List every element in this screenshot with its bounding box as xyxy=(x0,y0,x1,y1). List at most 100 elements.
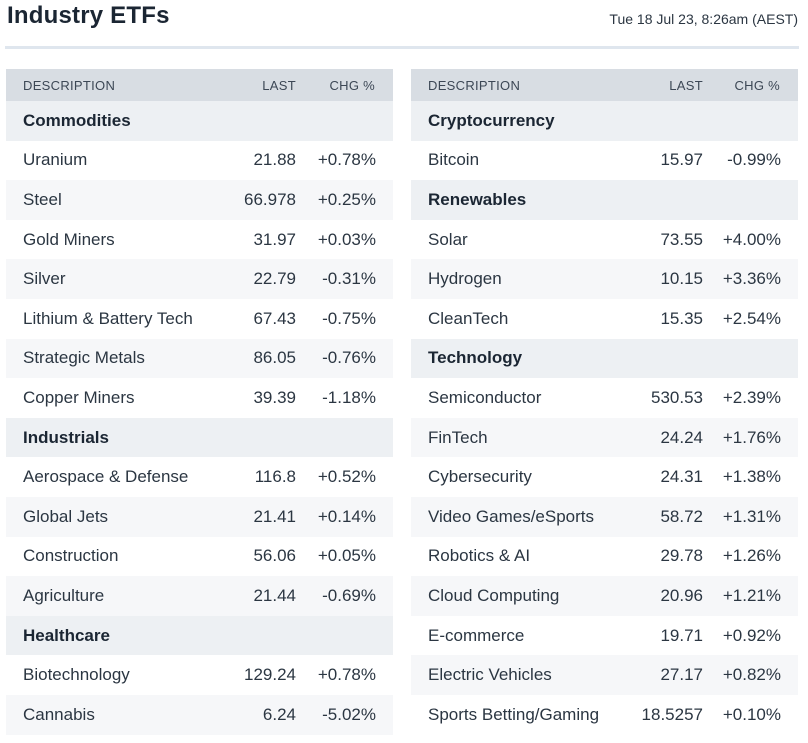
column-header-last[interactable]: LAST xyxy=(221,69,296,101)
column-header-last[interactable]: LAST xyxy=(628,69,703,101)
change-percent: -0.76% xyxy=(296,338,393,379)
last-price: 21.44 xyxy=(221,576,296,616)
section-row: Healthcare xyxy=(6,615,393,656)
table-row[interactable]: Global Jets 21.41 +0.14% xyxy=(6,496,393,537)
table-row[interactable]: Bitcoin 15.97 -0.99% xyxy=(411,141,798,181)
last-price: 56.06 xyxy=(253,546,296,566)
change-percent: +1.21% xyxy=(703,576,798,616)
last-price: 73.55 xyxy=(660,229,703,249)
table-row[interactable]: Cybersecurity 24.31 +1.38% xyxy=(411,457,798,497)
table-row[interactable]: Copper Miners 39.39 -1.18% xyxy=(6,378,393,418)
table-row[interactable]: Gold Miners 31.97 +0.03% xyxy=(6,220,393,260)
table-row[interactable]: Aerospace & Defense 116.8 +0.52% xyxy=(6,457,393,497)
last-price: 24.24 xyxy=(628,417,703,458)
change-percent: +0.78% xyxy=(317,150,376,170)
last-price: 6.24 xyxy=(221,694,296,735)
last-price: 530.53 xyxy=(651,387,703,407)
etf-name[interactable]: Cannabis xyxy=(6,694,221,735)
section-row: Commodities xyxy=(6,101,393,141)
last-price: 19.71 xyxy=(660,625,703,645)
change-percent: +0.05% xyxy=(317,546,376,566)
etf-name[interactable]: Copper Miners xyxy=(23,387,135,407)
etf-name[interactable]: Construction xyxy=(23,546,119,566)
section-title: Technology xyxy=(411,338,798,379)
column-header-chg[interactable]: CHG % xyxy=(703,69,798,101)
etf-name[interactable]: Solar xyxy=(428,229,468,249)
last-price: 66.978 xyxy=(221,180,296,220)
table-row[interactable]: Cloud Computing 20.96 +1.21% xyxy=(411,576,798,616)
etf-name[interactable]: Bitcoin xyxy=(428,150,480,170)
etf-name[interactable]: E-commerce xyxy=(428,625,525,645)
last-price: 27.17 xyxy=(628,655,703,695)
change-percent: +1.26% xyxy=(722,546,781,566)
section-row: Renewables xyxy=(411,180,798,220)
table-row[interactable]: Video Games/eSports 58.72 +1.31% xyxy=(411,496,798,537)
table-body: Cryptocurrency Bitcoin 15.97 -0.99% Renewabl… xyxy=(411,101,798,735)
etf-name[interactable]: CleanTech xyxy=(428,308,509,328)
table-row[interactable]: Electric Vehicles 27.17 +0.82% xyxy=(411,655,798,695)
table-row[interactable]: Silver 22.79 -0.31% xyxy=(6,259,393,299)
etf-name[interactable]: Steel xyxy=(6,180,221,220)
last-price: 86.05 xyxy=(221,338,296,379)
table-row[interactable]: Steel 66.978 +0.25% xyxy=(6,180,393,220)
etf-name[interactable]: Uranium xyxy=(23,150,88,170)
table-row[interactable]: Uranium 21.88 +0.78% xyxy=(6,141,393,181)
last-price: 18.5257 xyxy=(641,704,703,724)
etf-name[interactable]: Lithium & Battery Tech xyxy=(23,308,193,328)
etf-table-right: DESCRIPTION LAST CHG % Cryptocurrency Bit… xyxy=(411,69,798,735)
etf-name[interactable]: Silver xyxy=(6,259,221,299)
etf-name[interactable]: Electric Vehicles xyxy=(411,655,628,695)
etf-name[interactable]: Global Jets xyxy=(6,496,221,537)
etf-name[interactable]: Cybersecurity xyxy=(428,467,532,487)
table-row[interactable]: Semiconductor 530.53 +2.39% xyxy=(411,378,798,418)
etf-name[interactable]: Sports Betting/Gaming xyxy=(428,704,600,724)
etf-name[interactable]: Agriculture xyxy=(6,576,221,616)
table-row[interactable]: Sports Betting/Gaming 18.5257 +0.10% xyxy=(411,695,798,735)
table-row[interactable]: Lithium & Battery Tech 67.43 -0.75% xyxy=(6,299,393,339)
table-row[interactable]: Solar 73.55 +4.00% xyxy=(411,220,798,260)
section-title: Renewables xyxy=(411,180,798,220)
table-header-row: DESCRIPTION LAST CHG % xyxy=(6,69,393,101)
etf-name[interactable]: Robotics & AI xyxy=(428,546,531,566)
last-price: 21.88 xyxy=(253,150,296,170)
etf-name[interactable]: Strategic Metals xyxy=(6,338,221,379)
change-percent: +0.92% xyxy=(722,625,781,645)
change-percent: +0.25% xyxy=(296,180,393,220)
table-row[interactable]: Strategic Metals 86.05 -0.76% xyxy=(6,338,393,379)
column-header-description[interactable]: DESCRIPTION xyxy=(411,69,628,101)
etf-name[interactable]: Hydrogen xyxy=(411,259,628,299)
etf-name[interactable]: Video Games/eSports xyxy=(411,496,628,537)
change-percent: +0.03% xyxy=(317,229,376,249)
change-percent: +2.54% xyxy=(722,308,781,328)
change-percent: +0.82% xyxy=(703,655,798,695)
table-row[interactable]: Robotics & AI 29.78 +1.26% xyxy=(411,537,798,577)
table-row[interactable]: Agriculture 21.44 -0.69% xyxy=(6,576,393,616)
last-price: 15.35 xyxy=(660,308,703,328)
section-title: Cryptocurrency xyxy=(411,101,798,141)
last-price: 20.96 xyxy=(628,576,703,616)
etf-name[interactable]: Aerospace & Defense xyxy=(23,467,189,487)
last-price: 116.8 xyxy=(254,467,296,487)
column-header-description[interactable]: DESCRIPTION xyxy=(6,69,221,101)
etf-name[interactable]: Cloud Computing xyxy=(411,576,628,616)
table-row[interactable]: Cannabis 6.24 -5.02% xyxy=(6,694,393,735)
table-row[interactable]: Biotechnology 129.24 +0.78% xyxy=(6,655,393,695)
etf-name[interactable]: FinTech xyxy=(411,417,628,458)
etf-name[interactable]: Semiconductor xyxy=(428,387,542,407)
change-percent: +0.10% xyxy=(722,704,781,724)
table-row[interactable]: Construction 56.06 +0.05% xyxy=(6,537,393,577)
column-header-chg[interactable]: CHG % xyxy=(296,69,393,101)
section-title: Commodities xyxy=(6,101,393,141)
etf-name[interactable]: Biotechnology xyxy=(23,665,130,685)
last-price: 58.72 xyxy=(628,496,703,537)
table-row[interactable]: E-commerce 19.71 +0.92% xyxy=(411,616,798,656)
section-title: Healthcare xyxy=(6,615,393,656)
table-row[interactable]: CleanTech 15.35 +2.54% xyxy=(411,299,798,339)
section-row: Industrials xyxy=(6,417,393,458)
etf-name[interactable]: Gold Miners xyxy=(23,229,115,249)
last-price: 24.31 xyxy=(660,467,703,487)
table-row[interactable]: FinTech 24.24 +1.76% xyxy=(411,417,798,458)
last-price: 129.24 xyxy=(244,665,296,685)
change-percent: +1.38% xyxy=(722,467,781,487)
table-row[interactable]: Hydrogen 10.15 +3.36% xyxy=(411,259,798,299)
